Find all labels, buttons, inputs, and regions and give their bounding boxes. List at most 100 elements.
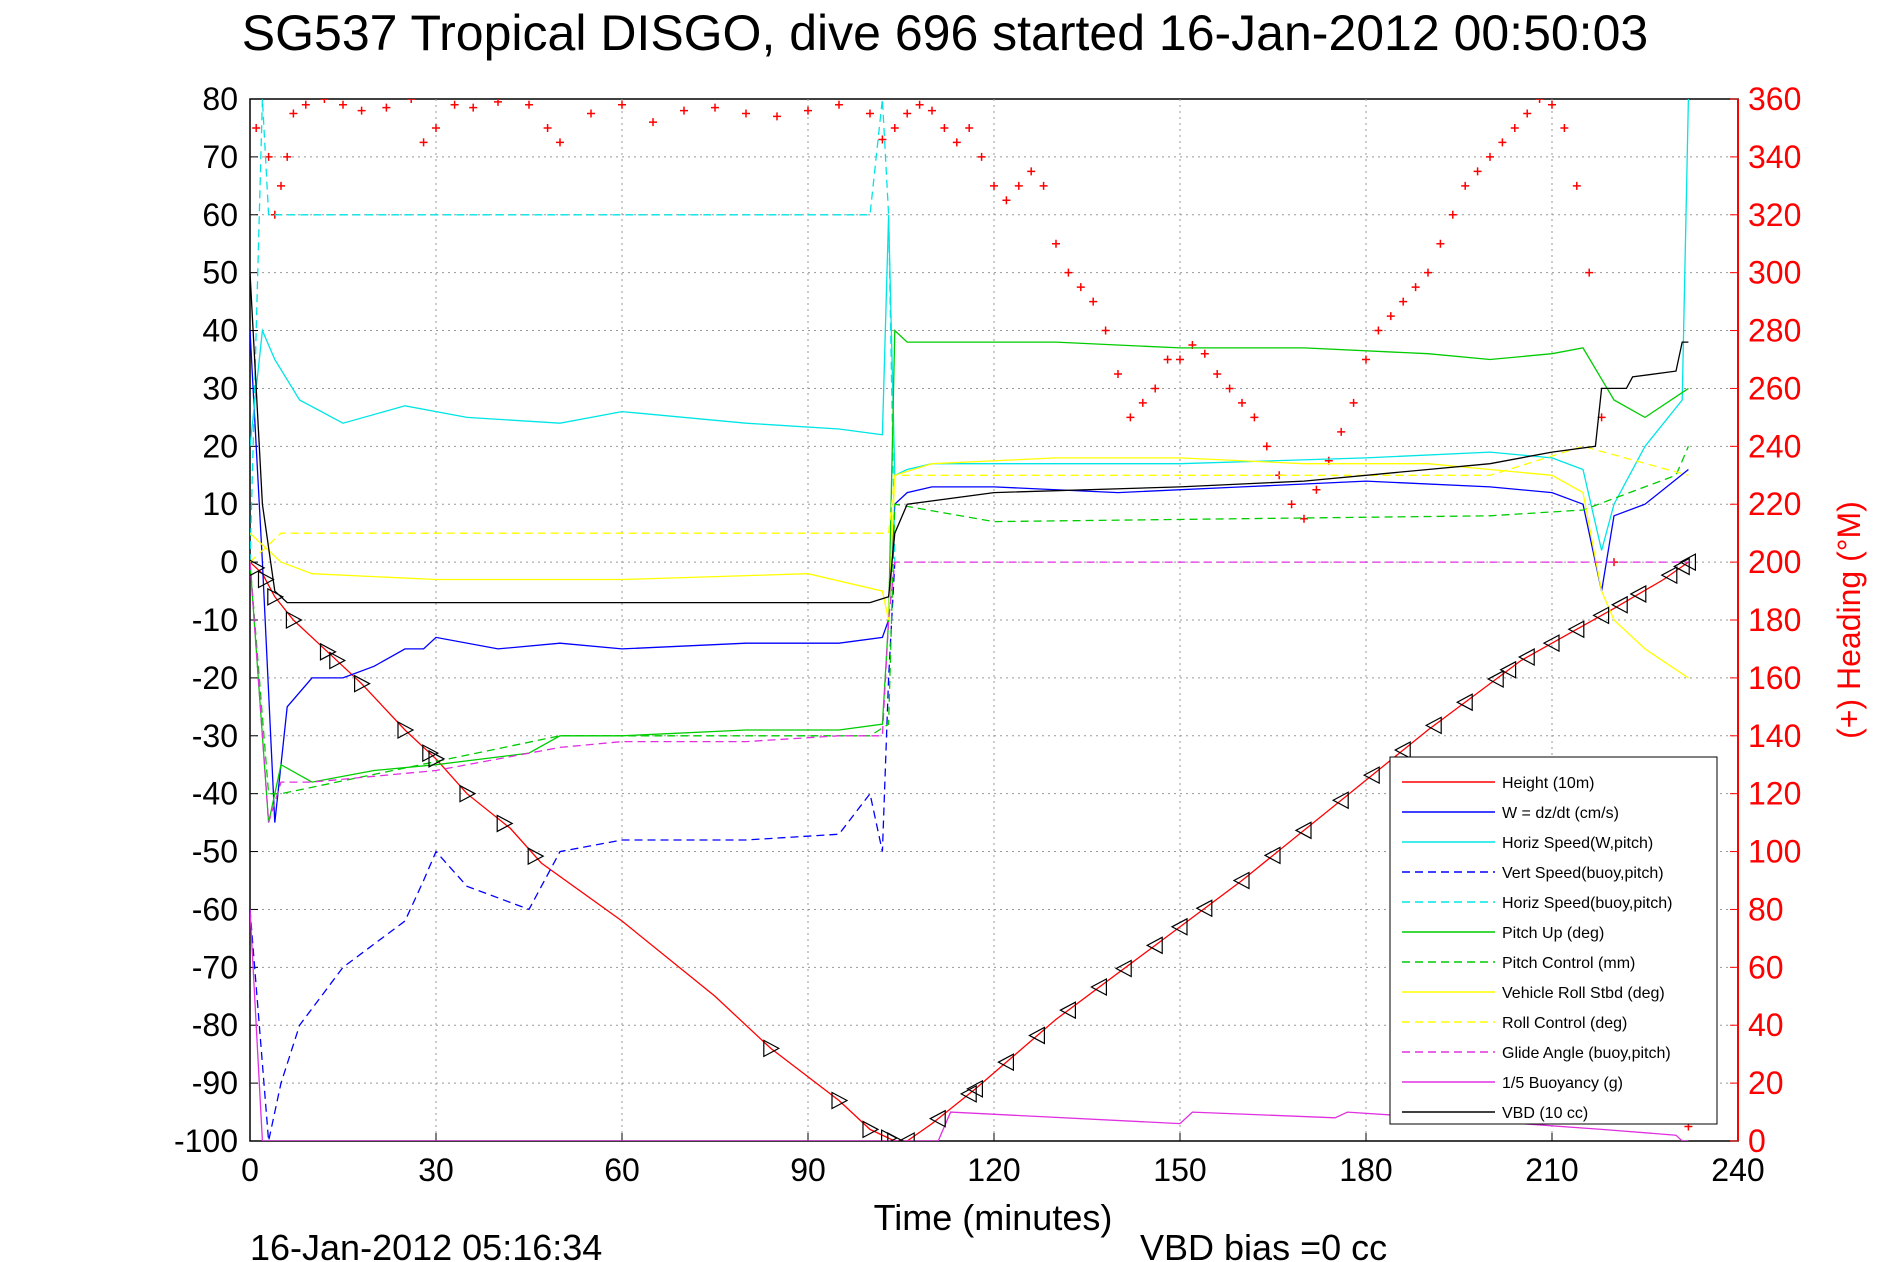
height-marker	[1393, 741, 1411, 760]
heading-point	[878, 135, 887, 144]
heading-point	[1287, 500, 1296, 509]
y-right-tick-label: 300	[1748, 255, 1801, 291]
y-tick-label: -80	[192, 1007, 238, 1043]
height-marker	[1195, 899, 1213, 918]
series-line	[250, 272, 1689, 604]
legend-label: 1/5 Buoyancy (g)	[1502, 1075, 1623, 1092]
heading-point	[649, 118, 657, 127]
heading-points	[252, 99, 1693, 1131]
y-right-tick-label: 20	[1748, 1065, 1784, 1101]
heading-point	[1585, 268, 1594, 277]
heading-point	[339, 100, 347, 109]
heading-point	[1448, 210, 1457, 219]
heading-point	[1089, 297, 1098, 306]
legend-label: Roll Control (deg)	[1502, 1015, 1627, 1032]
height-marker	[1455, 693, 1473, 712]
heading-point	[915, 100, 924, 109]
y-tick-label: -30	[192, 718, 238, 754]
heading-point	[618, 100, 626, 109]
series-lines	[250, 99, 1690, 1141]
height-marker	[285, 611, 303, 629]
heading-point	[1498, 138, 1507, 147]
heading-point	[1510, 123, 1519, 132]
heading-point	[494, 99, 502, 106]
heading-point	[990, 181, 998, 190]
heading-point	[952, 138, 961, 147]
y-tick-label: -40	[192, 776, 238, 812]
height-marker	[422, 744, 440, 763]
heading-point	[1349, 398, 1358, 407]
height-marker	[250, 559, 266, 577]
height-marker	[1059, 1001, 1076, 1020]
heading-point	[301, 100, 310, 109]
y-tick-label: 20	[202, 428, 238, 464]
series-line	[250, 445, 1689, 563]
y-tick-label: 0	[220, 544, 238, 580]
heading-point	[1411, 283, 1420, 292]
y-right-tick-label: 320	[1748, 197, 1801, 233]
height-marker	[928, 1109, 946, 1128]
series-line	[250, 561, 1689, 1141]
height-marker	[831, 1091, 849, 1110]
heading-point	[1362, 355, 1370, 364]
heading-point	[1337, 427, 1346, 436]
heading-point	[469, 103, 478, 112]
heading-point	[283, 152, 292, 161]
y-right-tick-label: 100	[1748, 834, 1801, 870]
height-marker	[966, 1079, 983, 1098]
x-tick-label: 30	[418, 1152, 454, 1188]
heading-point	[1572, 181, 1581, 190]
heading-point	[382, 103, 391, 112]
heading-point	[587, 109, 595, 118]
y-right-tick-label: 0	[1748, 1123, 1766, 1159]
heading-point	[1126, 413, 1135, 422]
height-marker	[1517, 648, 1535, 667]
heading-point	[1436, 239, 1445, 248]
y-tick-label: 70	[202, 139, 238, 175]
x-tick-label: 240	[1711, 1152, 1764, 1188]
height-marker	[257, 570, 275, 589]
heading-point	[890, 123, 899, 132]
height-marker	[267, 587, 285, 606]
heading-point	[742, 109, 750, 118]
legend-label: Horiz Speed(W,pitch)	[1502, 835, 1653, 852]
y-right-tick-label: 280	[1748, 313, 1801, 349]
plot-content	[250, 99, 1696, 1141]
x-axis-ticks: 0 30 60 90 120 150 180 210 240	[241, 1133, 1765, 1188]
height-marker	[1629, 584, 1647, 603]
heading-point	[252, 123, 261, 132]
heading-point	[1027, 167, 1036, 176]
y-tick-label: -20	[192, 660, 238, 696]
height-marker	[1263, 846, 1281, 865]
height-marker	[1660, 566, 1678, 585]
height-marker	[1028, 1026, 1045, 1045]
height-marker	[1486, 670, 1504, 689]
height-marker	[897, 1132, 915, 1141]
heading-point	[1473, 167, 1482, 176]
heading-point	[965, 123, 974, 132]
heading-point	[1312, 485, 1321, 494]
height-marker	[1170, 917, 1188, 936]
height-marker	[496, 814, 514, 833]
legend-label: VBD (10 cc)	[1502, 1105, 1588, 1122]
footer-timestamp: 16-Jan-2012 05:16:34	[250, 1227, 602, 1262]
heading-point	[432, 123, 440, 132]
heading-point	[1163, 355, 1172, 364]
height-marker	[527, 847, 545, 866]
series-line	[250, 329, 1689, 823]
legend-label: W = dz/dt (cm/s)	[1502, 805, 1619, 822]
chart-title: SG537 Tropical DISGO, dive 696 started 1…	[242, 5, 1648, 61]
y-tick-label: 10	[202, 486, 238, 522]
legend: Height (10m) W = dz/dt (cm/s) Horiz Speed(…	[1389, 756, 1718, 1125]
height-marker	[997, 1053, 1014, 1072]
height-marker	[1362, 766, 1380, 785]
heading-point	[289, 109, 298, 118]
heading-point	[1014, 181, 1023, 190]
heading-point	[977, 152, 986, 161]
y-tick-label: 50	[202, 255, 238, 291]
x-axis-label: Time (minutes)	[874, 1197, 1113, 1238]
heading-point	[1064, 268, 1073, 277]
x-tick-label: 90	[790, 1152, 826, 1188]
height-marker	[1090, 978, 1107, 997]
